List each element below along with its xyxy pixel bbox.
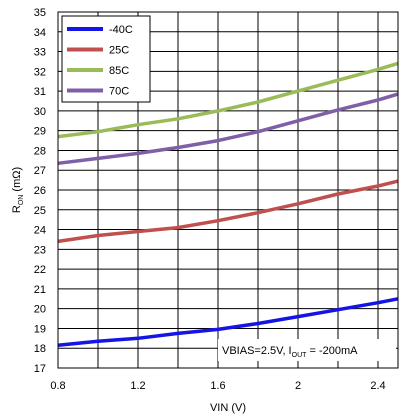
y-axis-label-main: R: [11, 205, 23, 213]
series-line-70C: [57, 92, 399, 166]
annotation-text: VBIAS=2.5V, IOUT = -200mA: [222, 345, 358, 359]
x-tick-label: 1.6: [210, 380, 225, 392]
series-line-85C: [57, 61, 399, 139]
y-tick-labels: 17 18 19 20 21 22 23 24 25 26 27 28 29 30 31 32 33 34 35: [34, 7, 46, 375]
annotation-box: [218, 339, 396, 361]
y-axis-label-sub: ON: [18, 195, 25, 206]
y-tick-label: 25: [34, 205, 46, 217]
legend: -40C 25C 85C 70C: [61, 15, 151, 103]
annotation-prefix: VBIAS=2.5V, I: [222, 345, 292, 357]
y-tick-label: 27: [34, 165, 46, 177]
y-tick-label: 20: [34, 304, 46, 316]
y-tick-label: 34: [34, 27, 46, 39]
y-tick-label: 31: [34, 86, 46, 98]
y-tick-label: 22: [34, 264, 46, 276]
gridlines: [57, 11, 398, 369]
y-tick-label: 29: [34, 126, 46, 138]
x-tick-label: 0.8: [50, 380, 65, 392]
condition-annotation: VBIAS=2.5V, IOUT = -200mA: [218, 339, 396, 361]
x-tick-label: 1.2: [130, 380, 145, 392]
annotation-suffix: = -200mA: [306, 345, 358, 357]
y-tick-label: 17: [34, 363, 46, 375]
y-axis-label: RON (mΩ): [11, 167, 25, 213]
y-tick-label: 19: [34, 323, 46, 335]
x-tick-label: 2.4: [370, 380, 385, 392]
y-tick-label: 32: [34, 66, 46, 78]
x-axis-label: VIN (V): [210, 402, 246, 414]
series-line-25C: [57, 179, 399, 244]
y-tick-label: 18: [34, 343, 46, 355]
y-tick-label: 30: [34, 106, 46, 118]
y-tick-label: 24: [34, 225, 46, 237]
annotation-sub: OUT: [292, 352, 308, 359]
y-axis-label-unit: (mΩ): [11, 167, 23, 195]
y-tick-label: 28: [34, 145, 46, 157]
series-lines: [57, 61, 399, 348]
y-tick-label: 26: [34, 185, 46, 197]
y-tick-label: 35: [34, 7, 46, 19]
y-tick-label: 23: [34, 244, 46, 256]
legend-label: -40C: [109, 24, 133, 36]
plot-frame: [57, 11, 399, 369]
x-tick-labels: 0.8 1.2 1.6 2 2.4: [50, 380, 385, 392]
legend-label: 85C: [109, 65, 129, 77]
legend-label: 25C: [109, 45, 129, 57]
y-tick-label: 33: [34, 47, 46, 59]
series-line--40C: [57, 297, 399, 348]
x-tick-label: 2: [295, 380, 301, 392]
legend-label: 70C: [109, 86, 129, 98]
y-tick-label: 21: [34, 284, 46, 296]
